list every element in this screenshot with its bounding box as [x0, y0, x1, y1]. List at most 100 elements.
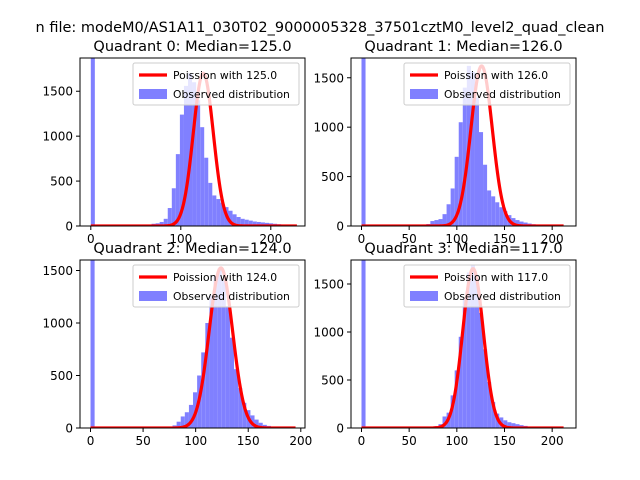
x-tick-label: 50 [402, 434, 417, 448]
histogram-bar [454, 370, 459, 428]
legend-patch-swatch [139, 89, 167, 99]
histogram-bar [179, 114, 184, 226]
x-tick-label: 100 [445, 232, 468, 246]
legend-label: Poission with 125.0 [173, 69, 277, 82]
histogram-bar [487, 381, 492, 428]
histogram-bar [438, 219, 443, 226]
histogram-bar [248, 220, 253, 226]
histogram-bar [491, 196, 496, 226]
subplot-title: Quadrant 2: Median=124.0 [93, 241, 291, 257]
histogram-bar [495, 202, 500, 226]
y-tick-label: 1000 [313, 326, 344, 340]
y-tick-label: 500 [50, 175, 73, 189]
x-tick-label: 0 [87, 232, 95, 246]
legend-box [132, 62, 300, 106]
histogram-bar [234, 369, 239, 428]
histogram-bar [511, 218, 516, 226]
histogram-bar [458, 336, 463, 428]
histogram-bar [163, 218, 168, 226]
histogram-bar [470, 264, 475, 428]
histogram-bar [458, 122, 463, 226]
histogram-bar [236, 217, 241, 226]
histogram-bar [238, 388, 243, 428]
legend-label: Poission with 117.0 [444, 271, 548, 284]
y-tick-label: 0 [336, 422, 344, 436]
y-tick-label: 0 [65, 220, 73, 234]
x-tick-label: 50 [402, 232, 417, 246]
legend-box [403, 264, 571, 308]
legend-label: Poission with 124.0 [173, 271, 277, 284]
y-tick-label: 1500 [313, 278, 344, 292]
subplot-quadrant-1: 0 50 100 150 200 0 500 1000 1500 Quadrant 1: Medi… [313, 39, 577, 246]
subplot-title: Quadrant 1: Median=126.0 [364, 39, 562, 55]
legend-box [132, 264, 300, 308]
histogram-bar [430, 221, 435, 226]
y-tick-label: 1500 [42, 264, 73, 278]
histogram-bar [204, 157, 209, 226]
histogram-bar [188, 404, 194, 428]
histogram-bar [503, 420, 508, 428]
axes-frame [79, 57, 306, 227]
histogram-bar [462, 87, 467, 226]
histogram-bar [176, 421, 181, 428]
histogram-bar [450, 188, 455, 226]
legend-label: Observed distribution [444, 290, 561, 303]
subplot-quadrant-2: 0 50 100 150 200 0 500 1000 1500 Quadrant 2: Medi… [42, 241, 312, 448]
histogram-bar [454, 156, 459, 226]
legend-patch-swatch [139, 291, 167, 301]
histogram-bar [361, 58, 366, 226]
y-tick-label: 500 [321, 374, 344, 388]
axes-frame [350, 57, 577, 227]
histogram-bar [200, 127, 205, 226]
histogram-bar [258, 422, 263, 428]
legend: Poission with 126.0 Observed distribution [403, 62, 571, 106]
histogram-bar [260, 222, 265, 226]
histogram-bar [483, 164, 488, 226]
histogram-bar [515, 424, 520, 428]
histogram-bar [220, 202, 225, 226]
histogram-bar [487, 190, 492, 226]
histogram-bar [462, 298, 467, 428]
figure-suptitle: n file: modeM0/AS1A11_030T02_9000005328_… [36, 20, 605, 36]
histogram-bar [242, 402, 247, 428]
histogram-bar [212, 195, 217, 226]
histogram-bar [240, 218, 245, 226]
subplot-quadrant-0: 0 100 200 0 500 1000 1500 Quadrant 0: Median=12… [42, 39, 306, 246]
histogram-bar [184, 412, 189, 428]
histogram-bar [90, 58, 95, 226]
x-tick-label: 200 [541, 434, 564, 448]
histogram-bar [507, 422, 512, 428]
histogram-bar [205, 323, 210, 428]
y-tick-label: 1000 [42, 317, 73, 331]
histogram-bar [470, 71, 475, 226]
histogram-bar [180, 416, 185, 428]
histogram-bar [216, 199, 221, 226]
histogram-bar [221, 281, 226, 428]
histogram-bar [209, 295, 214, 428]
legend-label: Poission with 126.0 [444, 69, 548, 82]
y-tick-label: 0 [336, 220, 344, 234]
legend-label: Observed distribution [444, 88, 561, 101]
histogram-bar [225, 306, 230, 428]
x-tick-label: 100 [169, 232, 192, 246]
x-tick-label: 200 [541, 232, 564, 246]
y-tick-label: 0 [65, 422, 73, 436]
y-tick-label: 1000 [313, 121, 344, 135]
y-tick-label: 1000 [42, 130, 73, 144]
legend-label: Observed distribution [173, 88, 290, 101]
legend-patch-swatch [410, 89, 438, 99]
y-tick-label: 500 [50, 369, 73, 383]
legend-label: Observed distribution [173, 290, 290, 303]
subplot-title: Quadrant 3: Median=117.0 [364, 241, 562, 257]
histogram-bar [511, 423, 516, 428]
legend: Poission with 124.0 Observed distribution [132, 264, 300, 308]
histogram-bar [229, 337, 235, 428]
poisson-curve [89, 71, 298, 226]
axes-frame [79, 259, 306, 429]
histogram-bar [474, 97, 479, 226]
histogram-bar [523, 222, 528, 226]
histogram-bar [183, 85, 188, 226]
histogram-bar [442, 214, 447, 226]
x-tick-label: 150 [493, 232, 516, 246]
